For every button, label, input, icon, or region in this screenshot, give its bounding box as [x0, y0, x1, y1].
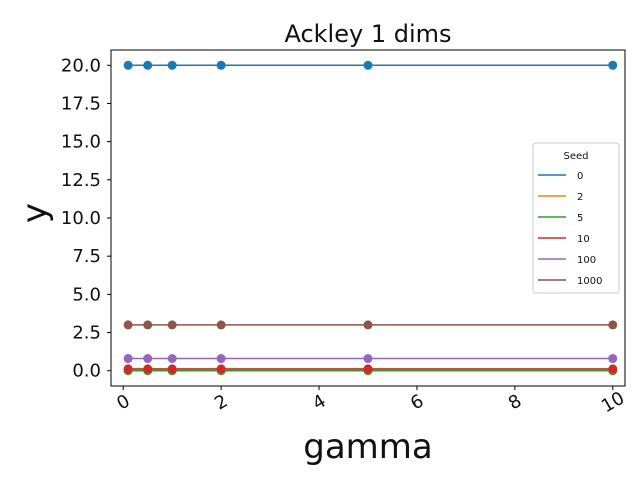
x-tick-label: 6	[407, 390, 427, 414]
data-point-1000-1	[143, 320, 153, 330]
data-point-1000-2	[167, 320, 177, 330]
x-tick-label: 8	[505, 390, 525, 414]
y-tick-label: 0.0	[72, 361, 101, 382]
x-axis-label: gamma	[303, 427, 433, 467]
data-point-1000-4	[363, 320, 373, 330]
series-layer	[123, 60, 618, 376]
legend-box	[532, 142, 620, 294]
data-point-0-3	[216, 60, 226, 70]
data-point-10-0	[123, 364, 133, 374]
data-point-1000-0	[123, 320, 133, 330]
data-point-0-5	[608, 60, 618, 70]
legend-label-2: 2	[577, 192, 583, 203]
data-point-1000-5	[608, 320, 618, 330]
legend-label-0: 0	[577, 171, 583, 182]
data-point-1000-3	[216, 320, 226, 330]
data-point-100-3	[216, 354, 226, 364]
x-tick-label: 10	[598, 388, 628, 418]
data-point-100-0	[123, 354, 133, 364]
x-tick-label: 2	[211, 390, 231, 414]
y-tick-label: 20.0	[61, 55, 101, 76]
y-tick-label: 5.0	[72, 284, 101, 305]
data-point-100-4	[363, 354, 373, 364]
y-tick-label: 17.5	[61, 93, 101, 114]
legend-label-100: 100	[577, 255, 596, 266]
data-point-100-5	[608, 354, 618, 364]
data-point-10-1	[143, 364, 153, 374]
y-tick-label: 15.0	[61, 132, 101, 153]
y-axis-label: y	[15, 203, 55, 223]
y-tick-label: 2.5	[72, 323, 101, 344]
data-point-10-5	[608, 364, 618, 374]
x-tick-label: 4	[309, 390, 329, 414]
data-point-10-3	[216, 364, 226, 374]
legend-label-5: 5	[577, 213, 583, 224]
data-point-100-2	[167, 354, 177, 364]
legend: Seed 0 2 5 10 100 1000	[532, 142, 620, 294]
chart-title: Ackley 1 dims	[284, 20, 451, 48]
y-tick-label: 12.5	[61, 170, 101, 191]
legend-label-1000: 1000	[577, 276, 602, 287]
data-point-100-1	[143, 354, 153, 364]
y-tick-label: 7.5	[72, 246, 101, 267]
data-point-0-0	[123, 60, 133, 70]
data-point-0-4	[363, 60, 373, 70]
data-point-10-2	[167, 364, 177, 374]
legend-label-10: 10	[577, 234, 590, 245]
data-point-0-2	[167, 60, 177, 70]
data-point-10-4	[363, 364, 373, 374]
data-point-0-1	[143, 60, 153, 70]
y-tick-label: 10.0	[61, 208, 101, 229]
legend-title: Seed	[564, 151, 589, 162]
x-tick-label: 0	[113, 390, 133, 414]
